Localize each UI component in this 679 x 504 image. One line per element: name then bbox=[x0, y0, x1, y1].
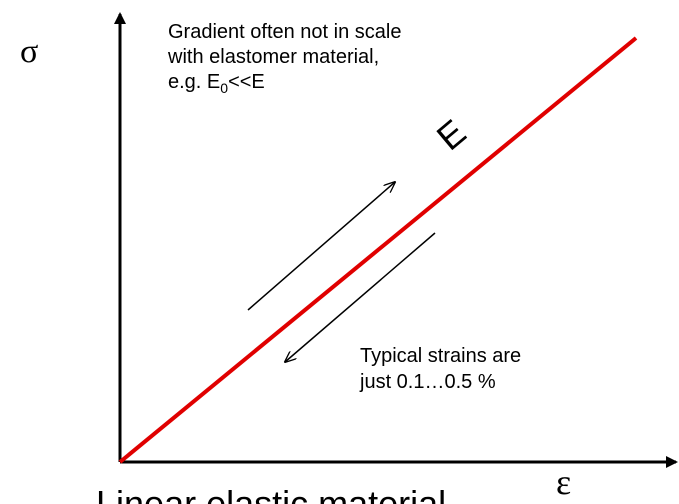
x-axis-label: ε bbox=[556, 462, 571, 502]
stress-strain-line bbox=[118, 36, 638, 464]
note-text: e.g. E bbox=[168, 71, 220, 93]
note-line: just 0.1…0.5 % bbox=[359, 371, 496, 393]
subscript: 0 bbox=[220, 80, 228, 96]
loading-arrow bbox=[247, 182, 395, 311]
modulus-label: E bbox=[429, 111, 474, 158]
unloading-arrow bbox=[285, 232, 436, 362]
note-line: Typical strains are bbox=[360, 345, 521, 367]
caption: Linear elastic material bbox=[96, 483, 446, 504]
note-text: <<E bbox=[228, 71, 265, 93]
y-axis-label: σ bbox=[20, 33, 38, 70]
note-line: Gradient often not in scale bbox=[168, 21, 401, 43]
note-line: with elastomer material, bbox=[167, 46, 379, 68]
note-line: e.g. E0<<E bbox=[168, 71, 265, 96]
